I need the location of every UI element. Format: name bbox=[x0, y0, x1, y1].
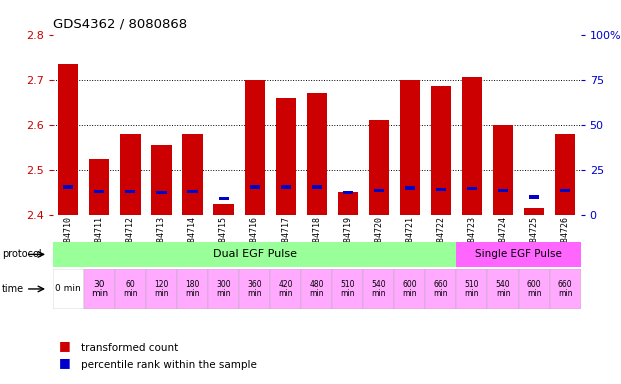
Bar bbox=[338, 192, 358, 215]
Bar bbox=[125, 190, 135, 193]
Text: ■: ■ bbox=[59, 339, 71, 352]
Text: 540
min: 540 min bbox=[371, 280, 386, 298]
Bar bbox=[245, 79, 265, 215]
Text: 480
min: 480 min bbox=[309, 280, 324, 298]
Text: protocol: protocol bbox=[2, 249, 42, 260]
Bar bbox=[188, 190, 197, 193]
Text: 660
min: 660 min bbox=[558, 280, 573, 298]
Bar bbox=[53, 242, 456, 267]
Text: 120
min: 120 min bbox=[154, 280, 169, 298]
Bar bbox=[63, 185, 73, 189]
Text: 540
min: 540 min bbox=[496, 280, 510, 298]
Bar bbox=[436, 188, 446, 191]
Bar bbox=[555, 134, 575, 215]
Bar bbox=[53, 269, 84, 309]
Bar bbox=[270, 269, 301, 309]
Bar bbox=[94, 190, 104, 193]
Text: percentile rank within the sample: percentile rank within the sample bbox=[81, 360, 256, 370]
Bar bbox=[89, 159, 109, 215]
Text: 420
min: 420 min bbox=[278, 280, 293, 298]
Bar bbox=[208, 269, 239, 309]
Text: GDS4362 / 8080868: GDS4362 / 8080868 bbox=[53, 17, 187, 30]
Bar bbox=[462, 78, 482, 215]
Text: 510
min: 510 min bbox=[465, 280, 479, 298]
Bar bbox=[276, 98, 296, 215]
Text: 180
min: 180 min bbox=[185, 280, 200, 298]
Text: transformed count: transformed count bbox=[81, 343, 178, 353]
Bar bbox=[239, 269, 270, 309]
Bar bbox=[250, 185, 260, 189]
Bar bbox=[456, 269, 487, 309]
Bar bbox=[177, 269, 208, 309]
Bar bbox=[120, 134, 140, 215]
Text: Dual EGF Pulse: Dual EGF Pulse bbox=[212, 249, 297, 260]
Bar bbox=[394, 269, 425, 309]
Bar bbox=[369, 120, 389, 215]
Text: 600
min: 600 min bbox=[402, 280, 417, 298]
Bar bbox=[487, 269, 519, 309]
Bar bbox=[405, 186, 415, 190]
Bar bbox=[493, 125, 513, 215]
Bar bbox=[301, 269, 332, 309]
Bar bbox=[498, 189, 508, 192]
Bar bbox=[374, 189, 384, 192]
Bar bbox=[560, 189, 570, 192]
Bar bbox=[550, 269, 581, 309]
Text: time: time bbox=[2, 284, 24, 294]
Text: 510
min: 510 min bbox=[340, 280, 355, 298]
Bar bbox=[146, 269, 177, 309]
Bar bbox=[431, 86, 451, 215]
Bar bbox=[307, 93, 327, 215]
Bar bbox=[84, 269, 115, 309]
Text: 300
min: 300 min bbox=[216, 280, 231, 298]
Bar bbox=[363, 269, 394, 309]
Bar bbox=[115, 269, 146, 309]
Bar bbox=[312, 185, 322, 189]
Bar bbox=[467, 187, 477, 190]
Bar bbox=[332, 269, 363, 309]
Bar bbox=[58, 64, 78, 215]
Text: 360
min: 360 min bbox=[247, 280, 262, 298]
Text: 600
min: 600 min bbox=[527, 280, 542, 298]
Text: ■: ■ bbox=[59, 356, 71, 369]
Bar bbox=[529, 195, 539, 199]
Text: 30
min: 30 min bbox=[91, 280, 108, 298]
Bar bbox=[456, 242, 581, 267]
Bar bbox=[425, 269, 456, 309]
Text: 0 min: 0 min bbox=[55, 285, 81, 293]
Bar bbox=[519, 269, 550, 309]
Bar bbox=[219, 197, 229, 200]
Bar bbox=[156, 191, 166, 194]
Bar bbox=[400, 79, 420, 215]
Bar bbox=[343, 191, 353, 194]
Text: 60
min: 60 min bbox=[123, 280, 138, 298]
Bar bbox=[183, 134, 202, 215]
Bar bbox=[281, 185, 291, 189]
Bar bbox=[152, 145, 171, 215]
Bar bbox=[524, 208, 544, 215]
Text: 660
min: 660 min bbox=[433, 280, 448, 298]
Text: Single EGF Pulse: Single EGF Pulse bbox=[475, 249, 562, 260]
Bar bbox=[214, 204, 233, 215]
